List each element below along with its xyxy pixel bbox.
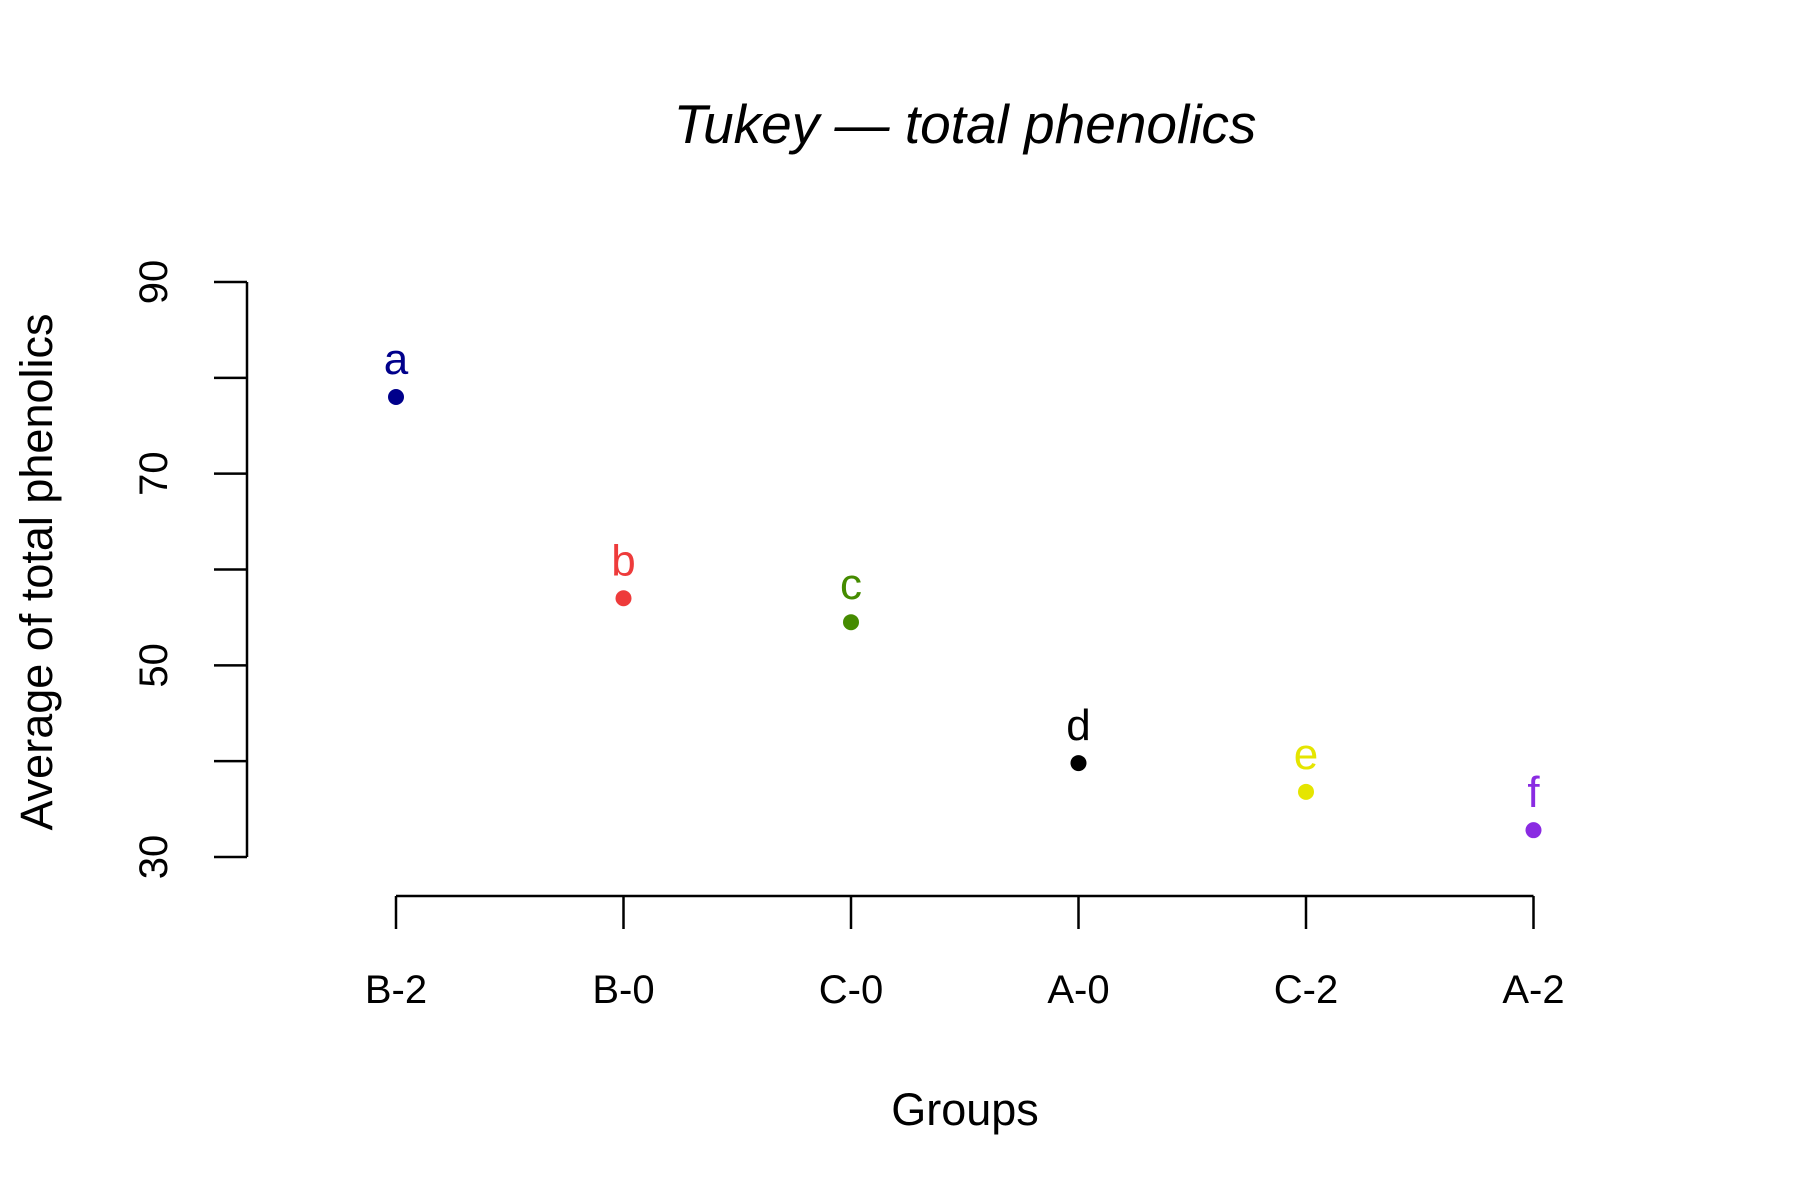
data-point [843,614,859,631]
y-tick-label: 90 [132,260,176,305]
x-tick-label: A-2 [1502,968,1564,1012]
data-point [1525,822,1542,839]
group-letter: b [611,536,635,585]
data-point [388,389,404,405]
data-point [1298,783,1314,800]
x-axis-label: Groups [891,1084,1039,1135]
y-tick-label: 30 [132,835,176,880]
group-letter: c [840,560,862,609]
y-axis-label: Average of total phenolics [11,313,62,830]
chart-title: Tukey — total phenolics [674,93,1257,155]
y-axis: 30 50 70 90 [132,260,249,880]
data-points: a b c d e f [384,335,1542,839]
group-letter: f [1527,768,1540,817]
y-tick-label: 50 [132,643,176,688]
x-tick-label: C-2 [1274,968,1338,1012]
x-tick-label: B-0 [592,968,654,1012]
x-axis: B-2 B-0 C-0 A-0 C-2 A-2 [365,894,1565,1012]
group-letter: e [1294,730,1318,779]
data-point [615,590,632,607]
group-letter: d [1066,701,1090,750]
data-point [1070,755,1087,772]
x-tick-label: B-2 [365,968,427,1012]
x-tick-label: A-0 [1047,968,1109,1012]
group-letter: a [384,335,409,384]
y-tick-label: 70 [132,451,176,496]
x-tick-label: C-0 [819,968,883,1012]
